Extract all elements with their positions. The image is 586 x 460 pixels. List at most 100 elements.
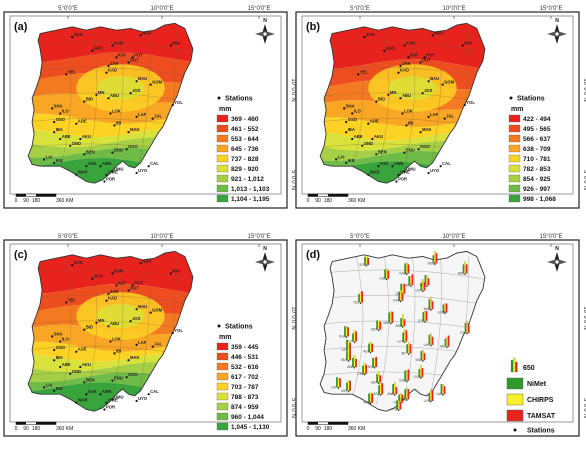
station-marker: [345, 161, 348, 164]
station-marker: [345, 336, 348, 338]
station-marker: [377, 382, 380, 384]
station-marker: [109, 112, 112, 115]
station-bar: [444, 338, 447, 347]
station-label: JOS: [132, 88, 141, 93]
station-label: BAU: [430, 76, 439, 81]
country-outline: [27, 22, 194, 184]
station-legend-symbol: [509, 96, 513, 100]
legend-swatch: [216, 124, 229, 133]
station-marker: [79, 365, 82, 369]
station-label: LOK: [112, 337, 121, 342]
station-marker: [127, 131, 130, 134]
station-marker: [347, 390, 350, 393]
legend-label: 638 - 709: [523, 146, 551, 153]
compass-center: [262, 259, 268, 265]
latitude-label: 5°0'0"N: [290, 398, 296, 418]
station-bar: [432, 255, 435, 264]
station-label: AWK: [102, 161, 112, 166]
station-bar: [379, 375, 382, 383]
legend-label: 874 - 959: [231, 404, 259, 411]
legend-unit: mm: [511, 106, 523, 113]
station-label: UMU: [399, 397, 407, 401]
station-legend-label: Stations: [225, 324, 253, 331]
station-marker: [75, 122, 78, 125]
station-marker: [464, 273, 466, 275]
station-marker: [99, 165, 102, 168]
station-marker: [367, 173, 370, 176]
station-bar: [403, 329, 406, 342]
station-marker: [171, 331, 174, 335]
state-boundary: [376, 28, 390, 177]
station-label: MN: [98, 318, 105, 323]
station-marker: [390, 322, 392, 325]
station-marker: [399, 64, 402, 67]
station-marker: [434, 263, 436, 265]
scale-label: 360 KM: [56, 198, 73, 204]
scale-bar-seg: [36, 194, 56, 197]
station-bar: [399, 402, 402, 410]
legend-label: 532 - 616: [231, 364, 259, 371]
station-marker: [419, 131, 422, 134]
station-marker: [375, 100, 378, 103]
station-marker: [83, 153, 86, 156]
station-label: IKE: [341, 389, 346, 393]
station-label: LAF: [138, 340, 147, 345]
scale-bar-seg: [16, 422, 26, 425]
station-label: DUT: [422, 58, 431, 63]
station-label: IBA: [341, 358, 347, 362]
station-marker: [131, 56, 134, 59]
legend-swatch: [508, 154, 521, 163]
station-label: ILO: [62, 109, 70, 114]
state-boundary: [84, 256, 98, 405]
station-label: POR: [106, 177, 115, 182]
longitude-label: 5°0'0"E: [58, 6, 78, 12]
station-bar: [376, 320, 378, 330]
station-label: DUT: [416, 289, 423, 293]
latitude-label: 10°0'0"N: [582, 78, 586, 101]
station-label: MAI: [172, 41, 180, 46]
station-label: OGO: [128, 372, 139, 377]
station-marker: [51, 335, 54, 338]
station-label: UYO: [424, 399, 431, 403]
station-label: ENU: [114, 148, 123, 153]
station-bar: [345, 326, 348, 337]
station-bar: [434, 251, 436, 264]
station-marker: [343, 107, 346, 110]
station-marker: [407, 56, 410, 59]
station-marker: [115, 284, 118, 287]
station-label: KAD: [108, 68, 117, 73]
station-marker: [347, 360, 350, 362]
station-marker: [51, 107, 54, 110]
station-marker: [379, 394, 382, 396]
station-marker: [147, 393, 150, 396]
station-label: LAI: [46, 154, 53, 159]
legend-swatch: [216, 352, 229, 361]
legend-swatch: [216, 342, 229, 351]
station-label: LAF: [138, 112, 147, 117]
station-bar: [349, 380, 351, 391]
station-label: KAN: [114, 41, 123, 46]
station-label: OGO: [414, 375, 422, 379]
station-legend-symbol: [513, 428, 517, 432]
station-label: LAI: [338, 154, 345, 159]
legend-label: 359 - 445: [231, 344, 259, 351]
station-legend-label: Stations: [225, 96, 253, 103]
station-bar: [428, 334, 431, 345]
station-label: WAR: [370, 170, 380, 175]
station-marker: [337, 387, 340, 389]
legend-swatch: [508, 174, 521, 183]
plateau-core: [96, 76, 145, 100]
station-bar: [443, 386, 446, 395]
station-marker: [111, 170, 114, 173]
station-marker: [422, 360, 424, 362]
station-marker: [75, 401, 78, 404]
legend-label: 788 - 873: [231, 394, 259, 401]
legend-swatch: [508, 144, 521, 153]
latitude-label: 5°0'0"N: [582, 398, 586, 418]
station-bar: [467, 322, 470, 334]
legend-label: 710 - 781: [523, 156, 551, 163]
station-marker: [423, 56, 426, 59]
station-marker: [127, 359, 130, 362]
